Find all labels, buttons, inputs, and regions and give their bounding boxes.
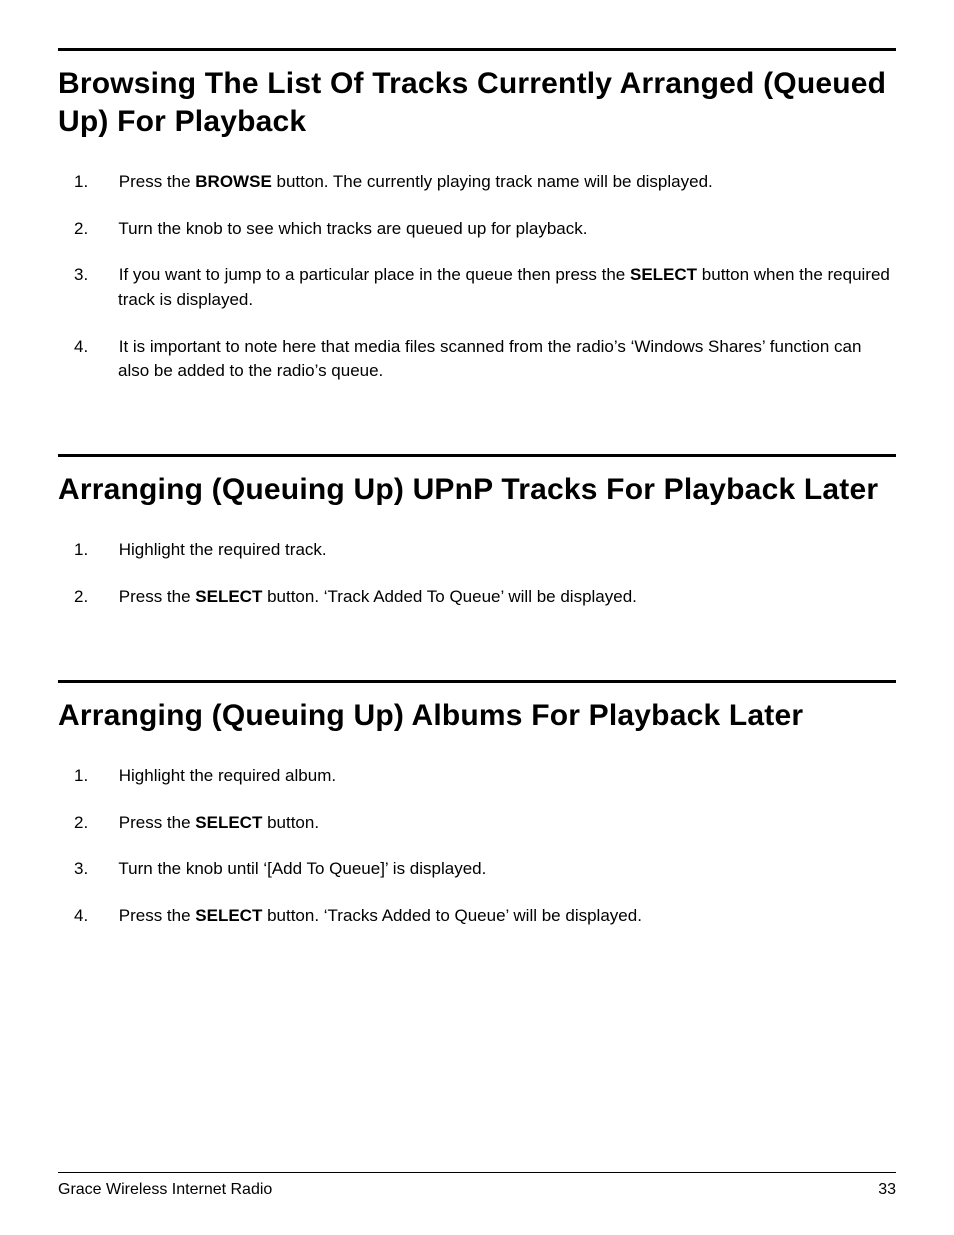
step-number: 3.	[96, 857, 114, 882]
step-text-bold: SELECT	[195, 813, 262, 832]
step-item: 1. Highlight the required track.	[96, 538, 896, 563]
step-number: 1.	[96, 764, 114, 789]
step-text-bold: SELECT	[195, 906, 262, 925]
step-text-pre: Press the	[119, 587, 196, 606]
step-text-post: button. ‘Tracks Added to Queue’ will be …	[262, 906, 642, 925]
steps-list: 1. Highlight the required album. 2. Pres…	[58, 764, 896, 929]
section-albums: Arranging (Queuing Up) Albums For Playba…	[58, 680, 896, 929]
step-number: 2.	[96, 811, 114, 836]
footer-page-number: 33	[878, 1181, 896, 1199]
step-text-post: button. The currently playing track name…	[272, 172, 713, 191]
page-footer: Grace Wireless Internet Radio 33	[58, 1172, 896, 1199]
step-number: 4.	[96, 904, 114, 929]
steps-list: 1. Press the BROWSE button. The currentl…	[58, 170, 896, 384]
step-number: 2.	[96, 217, 114, 242]
step-text-pre: Turn the knob until ‘[Add To Queue]’ is …	[118, 859, 486, 878]
step-text-bold: SELECT	[630, 265, 697, 284]
step-text-pre: Highlight the required album.	[119, 766, 336, 785]
section-upnp-tracks: Arranging (Queuing Up) UPnP Tracks For P…	[58, 454, 896, 610]
step-item: 2. Press the SELECT button. ‘Track Added…	[96, 585, 896, 610]
step-text-post: button. ‘Track Added To Queue’ will be d…	[262, 587, 637, 606]
step-text-pre: Press the	[119, 172, 196, 191]
step-text-pre: Highlight the required track.	[119, 540, 327, 559]
steps-list: 1. Highlight the required track. 2. Pres…	[58, 538, 896, 609]
step-number: 1.	[96, 170, 114, 195]
step-number: 1.	[96, 538, 114, 563]
step-item: 2. Press the SELECT button.	[96, 811, 896, 836]
step-text-bold: SELECT	[195, 587, 262, 606]
step-text-post: button.	[262, 813, 319, 832]
step-item: 3. Turn the knob until ‘[Add To Queue]’ …	[96, 857, 896, 882]
section-title: Arranging (Queuing Up) Albums For Playba…	[58, 697, 896, 735]
step-item: 4. It is important to note here that med…	[96, 335, 896, 384]
section-browsing: Browsing The List Of Tracks Currently Ar…	[58, 48, 896, 384]
step-text-pre: If you want to jump to a particular plac…	[119, 265, 630, 284]
section-title: Arranging (Queuing Up) UPnP Tracks For P…	[58, 471, 896, 509]
step-number: 3.	[96, 263, 114, 288]
step-item: 1. Highlight the required album.	[96, 764, 896, 789]
step-text-pre: Turn the knob to see which tracks are qu…	[118, 219, 587, 238]
step-text-pre: Press the	[119, 906, 196, 925]
step-item: 2. Turn the knob to see which tracks are…	[96, 217, 896, 242]
footer-left: Grace Wireless Internet Radio	[58, 1181, 272, 1199]
step-number: 2.	[96, 585, 114, 610]
step-item: 1. Press the BROWSE button. The currentl…	[96, 170, 896, 195]
step-text-bold: BROWSE	[195, 172, 272, 191]
step-item: 4. Press the SELECT button. ‘Tracks Adde…	[96, 904, 896, 929]
step-item: 3. If you want to jump to a particular p…	[96, 263, 896, 312]
step-text-pre: Press the	[119, 813, 196, 832]
step-text-pre: It is important to note here that media …	[118, 337, 861, 381]
step-number: 4.	[96, 335, 114, 360]
section-title: Browsing The List Of Tracks Currently Ar…	[58, 65, 896, 140]
